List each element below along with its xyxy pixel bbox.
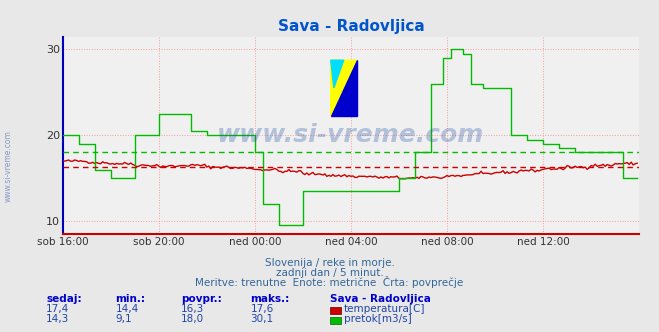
Text: 16,3: 16,3 bbox=[181, 304, 204, 314]
Text: 17,4: 17,4 bbox=[46, 304, 69, 314]
Text: 14,4: 14,4 bbox=[115, 304, 138, 314]
Polygon shape bbox=[331, 60, 357, 116]
Text: zadnji dan / 5 minut.: zadnji dan / 5 minut. bbox=[275, 268, 384, 278]
Text: Slovenija / reke in morje.: Slovenija / reke in morje. bbox=[264, 258, 395, 268]
Polygon shape bbox=[331, 60, 344, 88]
Text: 14,3: 14,3 bbox=[46, 314, 69, 324]
Text: www.si-vreme.com: www.si-vreme.com bbox=[3, 130, 13, 202]
Text: 18,0: 18,0 bbox=[181, 314, 204, 324]
Text: 17,6: 17,6 bbox=[250, 304, 273, 314]
Text: www.si-vreme.com: www.si-vreme.com bbox=[217, 123, 484, 147]
Text: 9,1: 9,1 bbox=[115, 314, 132, 324]
Text: sedaj:: sedaj: bbox=[46, 294, 82, 304]
Polygon shape bbox=[331, 60, 357, 116]
Text: Sava - Radovljica: Sava - Radovljica bbox=[330, 294, 430, 304]
Text: Meritve: trenutne  Enote: metrične  Črta: povprečje: Meritve: trenutne Enote: metrične Črta: … bbox=[195, 276, 464, 288]
Title: Sava - Radovljica: Sava - Radovljica bbox=[277, 19, 424, 34]
Text: temperatura[C]: temperatura[C] bbox=[344, 304, 426, 314]
Text: 30,1: 30,1 bbox=[250, 314, 273, 324]
Text: pretok[m3/s]: pretok[m3/s] bbox=[344, 314, 412, 324]
Text: maks.:: maks.: bbox=[250, 294, 290, 304]
Text: povpr.:: povpr.: bbox=[181, 294, 222, 304]
Text: min.:: min.: bbox=[115, 294, 146, 304]
